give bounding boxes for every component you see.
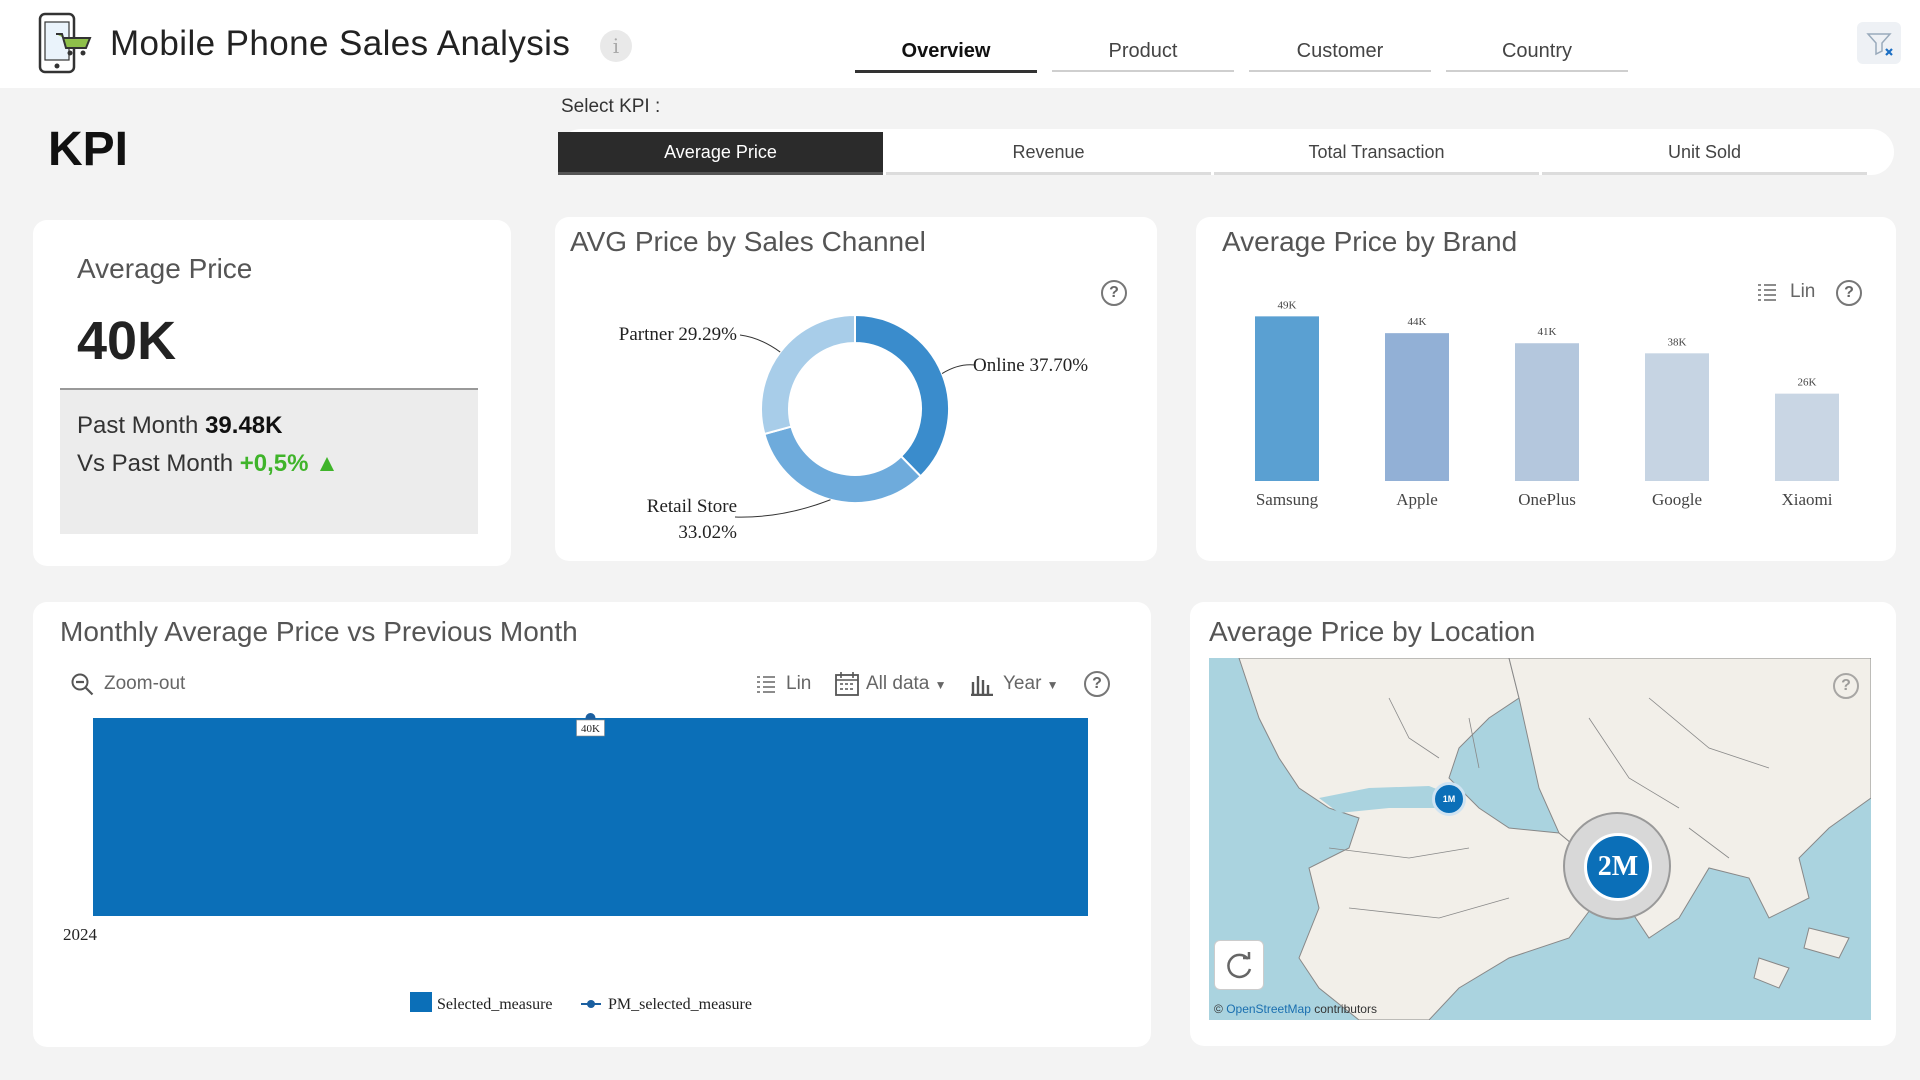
brand-bar-data-label: 44K bbox=[1408, 316, 1427, 328]
brand-bar-data-label: 38K bbox=[1668, 336, 1687, 348]
kpi-heading: KPI bbox=[48, 123, 129, 176]
help-icon[interactable]: ? bbox=[1836, 280, 1862, 306]
monthly-title: Monthly Average Price vs Previous Month bbox=[60, 616, 578, 647]
vs-past-month-value: +0,5% bbox=[239, 450, 309, 477]
tab-product[interactable]: Product bbox=[1052, 40, 1234, 72]
clear-filter-button[interactable] bbox=[1857, 22, 1901, 64]
help-icon[interactable]: ? bbox=[1084, 671, 1110, 697]
bar-chart-icon[interactable] bbox=[970, 672, 994, 696]
vs-past-month-label: Vs Past Month bbox=[77, 450, 234, 477]
clear-filter-icon bbox=[1866, 33, 1893, 56]
kpi-card-title: Average Price bbox=[77, 253, 253, 284]
kpi-comparison-panel bbox=[60, 390, 478, 534]
legend-marker-pm-selected-measure bbox=[587, 1000, 595, 1008]
list-scale-icon[interactable] bbox=[755, 673, 777, 695]
monthly-data-label-box bbox=[576, 719, 605, 737]
copyright-symbol: © bbox=[1214, 1002, 1223, 1016]
brand-bar-xiaomi[interactable] bbox=[1775, 393, 1839, 481]
brand-category-label: Samsung bbox=[1256, 490, 1319, 509]
sales-channel-donut-chart: Online 37.70% Retail Store 33.02% Partner 2… bbox=[619, 313, 1088, 543]
brand-category-label: OnePlus bbox=[1518, 490, 1576, 509]
refresh-icon bbox=[1227, 952, 1252, 979]
brand-scale-label[interactable]: Lin bbox=[1790, 281, 1816, 302]
past-month-label: Past Month bbox=[77, 412, 199, 439]
map-bubble-2m[interactable]: 2M bbox=[1584, 833, 1652, 901]
brand-bar-oneplus[interactable] bbox=[1515, 343, 1579, 481]
vs-past-month-line: Vs Past Month +0,5% ▲ bbox=[77, 450, 339, 478]
list-scale-icon[interactable] bbox=[1756, 281, 1778, 303]
chevron-down-icon: ▼ bbox=[934, 678, 947, 692]
range-label: All data bbox=[866, 673, 930, 694]
tab-country[interactable]: Country bbox=[1446, 40, 1628, 72]
brand-bar-data-label: 49K bbox=[1278, 299, 1297, 311]
period-label: Year bbox=[1003, 673, 1042, 694]
donut-label: Online 37.70% bbox=[973, 355, 1088, 376]
brand-title: Average Price by Brand bbox=[1222, 226, 1518, 257]
brand-bar-chart: 49K Samsung 44K Apple 41K OnePlus 38K Google 26K… bbox=[1255, 299, 1839, 509]
help-icon[interactable]: ? bbox=[1833, 673, 1859, 699]
sales-channel-title: AVG Price by Sales Channel bbox=[570, 226, 926, 257]
chevron-down-icon: ▼ bbox=[1046, 678, 1059, 692]
kpi-divider bbox=[60, 388, 478, 390]
zoom-out-button[interactable]: Zoom-out bbox=[104, 673, 186, 694]
calendar-icon[interactable] bbox=[834, 671, 860, 697]
kpi-option-average-price[interactable]: Average Price bbox=[558, 132, 883, 175]
past-month-value: 39.48K bbox=[205, 412, 283, 439]
attribution-text: contributors bbox=[1314, 1002, 1377, 1016]
tab-customer[interactable]: Customer bbox=[1249, 40, 1431, 72]
past-month-line: Past Month 39.48K bbox=[77, 412, 282, 440]
map-reset-button[interactable] bbox=[1214, 940, 1264, 990]
brand-category-label: Apple bbox=[1396, 490, 1438, 509]
donut-slice-partner[interactable] bbox=[760, 313, 856, 436]
donut-label: Partner 29.29% bbox=[619, 324, 737, 345]
phone-cart-logo-icon bbox=[38, 12, 92, 74]
trend-up-icon: ▲ bbox=[315, 450, 339, 477]
app-header: Mobile Phone Sales Analysis i Overview P… bbox=[0, 0, 1920, 88]
legend-label-selected-measure: Selected_measure bbox=[437, 996, 553, 1013]
donut-slice-online[interactable] bbox=[854, 313, 950, 478]
donut-leader-line bbox=[734, 499, 831, 518]
brand-bar-apple[interactable] bbox=[1385, 333, 1449, 481]
legend-label-pm-selected-measure: PM_selected_measure bbox=[608, 996, 752, 1013]
brand-category-label: Google bbox=[1652, 490, 1702, 509]
donut-leader-line bbox=[941, 364, 976, 374]
tab-overview[interactable]: Overview bbox=[855, 40, 1037, 73]
map-attribution: © OpenStreetMap contributors bbox=[1214, 1002, 1377, 1016]
osm-link[interactable]: OpenStreetMap bbox=[1226, 1002, 1311, 1016]
location-map[interactable] bbox=[1209, 658, 1871, 1020]
monthly-bar-chart: 40K 2024 Selected_measure PM_selected_measu… bbox=[63, 713, 1088, 1013]
kpi-option-revenue[interactable]: Revenue bbox=[886, 132, 1211, 175]
donut-label-value: 33.02% bbox=[678, 522, 737, 543]
zoom-out-icon[interactable] bbox=[70, 672, 96, 698]
select-kpi-label: Select KPI : bbox=[561, 96, 661, 117]
donut-leader-line bbox=[739, 334, 781, 353]
brand-bar-samsung[interactable] bbox=[1255, 316, 1319, 481]
brand-bar-data-label: 41K bbox=[1538, 326, 1557, 338]
monthly-data-label: 40K bbox=[581, 723, 600, 735]
monthly-scale-label[interactable]: Lin bbox=[786, 673, 812, 694]
app-title: Mobile Phone Sales Analysis bbox=[110, 24, 571, 63]
brand-bar-data-label: 26K bbox=[1798, 377, 1817, 389]
period-dropdown[interactable]: Year ▼ bbox=[1003, 673, 1059, 695]
brand-category-label: Xiaomi bbox=[1782, 490, 1833, 509]
monthly-bar-2024[interactable] bbox=[93, 718, 1088, 916]
info-icon[interactable]: i bbox=[600, 30, 632, 62]
donut-slice-retail-store[interactable] bbox=[763, 425, 923, 504]
legend-swatch-selected-measure bbox=[410, 992, 432, 1012]
monthly-x-tick-label: 2024 bbox=[63, 925, 98, 944]
map-bubble-1m[interactable]: 1M bbox=[1432, 782, 1466, 816]
map-title: Average Price by Location bbox=[1209, 616, 1536, 647]
donut-label: Retail Store bbox=[647, 496, 737, 517]
kpi-option-total-transaction[interactable]: Total Transaction bbox=[1214, 132, 1539, 175]
kpi-value: 40K bbox=[77, 311, 177, 371]
range-dropdown[interactable]: All data ▼ bbox=[866, 673, 947, 695]
help-icon[interactable]: ? bbox=[1101, 280, 1127, 306]
kpi-option-unit-sold[interactable]: Unit Sold bbox=[1542, 132, 1867, 175]
brand-bar-google[interactable] bbox=[1645, 353, 1709, 481]
